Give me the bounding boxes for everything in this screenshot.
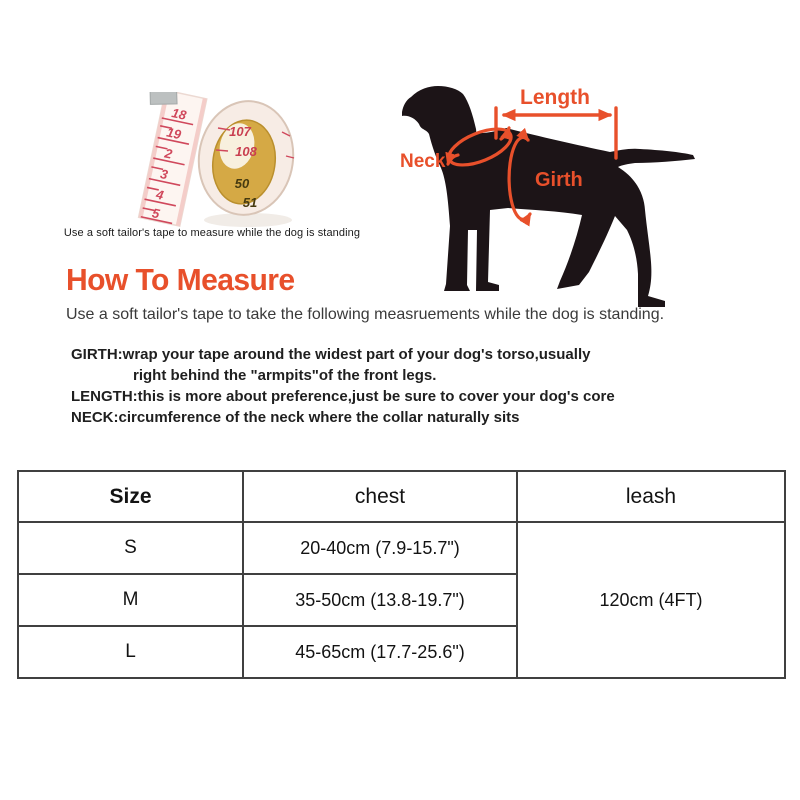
page-title: How To Measure xyxy=(66,262,295,297)
neck-arrow xyxy=(445,125,513,167)
size-value: S xyxy=(17,521,244,575)
length-instruction: LENGTH:this is more about preference,jus… xyxy=(71,388,615,405)
leash-value: 120cm (4FT) xyxy=(516,521,786,679)
tape-number: 3 xyxy=(159,166,170,182)
dog-measurement-diagram: Length Neck Girth xyxy=(400,86,695,307)
chest-value: 35-50cm (13.8-19.7") xyxy=(242,573,518,627)
header-chest: chest xyxy=(242,470,518,523)
dog-silhouette xyxy=(402,86,695,307)
tape-strip: 18 19 2 3 4 5 xyxy=(137,92,208,227)
tape-number: 18 xyxy=(170,105,188,123)
length-arrow xyxy=(494,106,618,160)
measuring-instructions: GIRTH:wrap your tape around the widest p… xyxy=(71,344,711,428)
tape-number: 4 xyxy=(154,186,166,203)
tape-measure-illustration: 18 19 2 3 4 5 107 108 xyxy=(137,92,295,227)
table-row-s: S 20-40cm (7.9-15.7") 120cm (4FT) xyxy=(17,521,786,679)
neck-label: Neck xyxy=(400,151,446,172)
tape-number: 19 xyxy=(165,124,183,142)
tape-caption: Use a soft tailor's tape to measure whil… xyxy=(63,227,361,239)
tape-roll-number: 51 xyxy=(243,195,257,210)
tape-number: 5 xyxy=(151,205,162,221)
tape-roll-number: 107 xyxy=(229,124,251,139)
girth-arrow xyxy=(507,127,532,227)
intro-text: Use a soft tailor's tape to take the fol… xyxy=(66,306,665,323)
tape-end-tab xyxy=(149,92,178,105)
girth-label: Girth xyxy=(535,169,583,191)
size-value: M xyxy=(17,573,244,627)
tape-roll-number: 50 xyxy=(235,176,250,191)
length-label: Length xyxy=(520,86,590,109)
girth-instruction-line2: right behind the "armpits"of the front l… xyxy=(133,367,437,384)
table-row-l: L 45-65cm (17.7-25.6") xyxy=(17,625,785,679)
header-size: Size xyxy=(17,470,244,523)
size-value: L xyxy=(17,625,244,679)
table-row-m: M 35-50cm (13.8-19.7") xyxy=(17,573,785,627)
girth-instruction-line1: GIRTH:wrap your tape around the widest p… xyxy=(71,346,591,363)
size-chart-table: Size chest leash S 20-40cm (7.9-15.7") 1… xyxy=(17,470,786,679)
tape-roll: 107 108 50 51 xyxy=(197,100,295,216)
header-leash: leash xyxy=(516,470,786,523)
tape-number: 2 xyxy=(162,145,174,162)
tape-roll-number: 108 xyxy=(235,144,257,159)
chest-value: 20-40cm (7.9-15.7") xyxy=(242,521,518,575)
neck-instruction: NECK:circumference of the neck where the… xyxy=(71,409,520,426)
tape-shadow xyxy=(204,213,292,227)
chest-value: 45-65cm (17.7-25.6") xyxy=(242,625,518,679)
table-header-row: Size chest leash xyxy=(17,470,786,523)
